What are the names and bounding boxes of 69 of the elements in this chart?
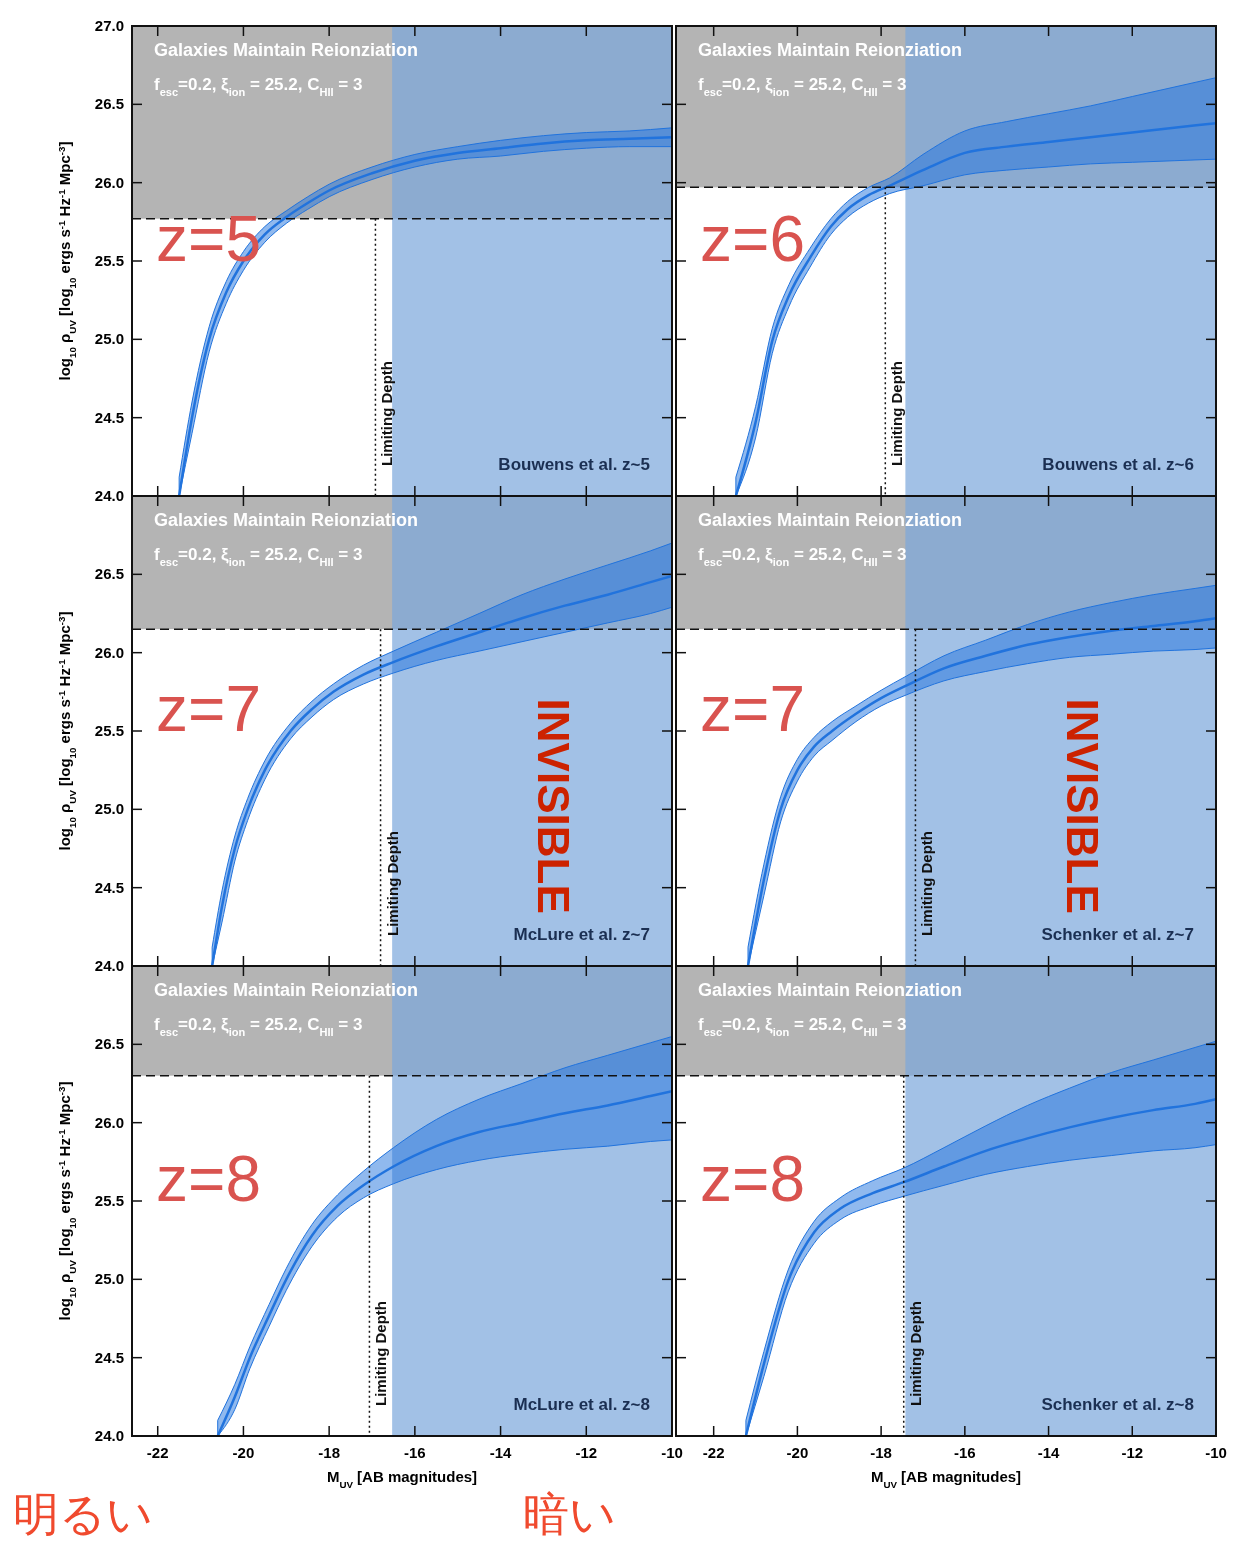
ref-line-label: Limiting Depth	[378, 361, 396, 466]
text: z=5	[156, 203, 261, 275]
annotation: f$_{esc}$=0.2, ξ$_{ion}$ = 25.2, C$_{HII}$ = 3	[154, 1015, 363, 1038]
annotation: Bouwens et al. z~6	[1042, 455, 1194, 474]
ref-line-label: Limiting Depth	[906, 1301, 924, 1406]
text: z=8	[156, 1143, 261, 1215]
y-tick-label: 25.5	[94, 252, 124, 269]
annotation: McLure et al. z~7	[513, 925, 650, 944]
x-tick-label: -14	[489, 1444, 513, 1461]
y-tick-label: 24.0	[94, 1427, 124, 1444]
x-axis-title: M$_{UV}$ [AB magnitudes]	[870, 1468, 1022, 1490]
x-tick-label: -22	[146, 1444, 169, 1461]
annotation: Bouwens et al. z~5	[498, 455, 650, 474]
x-tick-label: -14	[1037, 1444, 1061, 1461]
y-tick-label: 25.5	[94, 722, 124, 739]
x-tick-label: -16	[404, 1444, 426, 1461]
x-tick-label: -16	[953, 1444, 976, 1461]
text: 暗い	[523, 1488, 616, 1540]
annotation: f$_{esc}$=0.2, ξ$_{ion}$ = 25.2, C$_{HII}$ = 3	[698, 75, 907, 98]
annotation: Schenker et al. z~7	[1041, 925, 1194, 944]
x-tick-label: -12	[575, 1444, 598, 1461]
x-tick-label: -18	[318, 1444, 340, 1461]
band-label: INVISIBLE	[529, 698, 579, 914]
y-tick-label: 25.0	[94, 330, 124, 348]
y-tick-label: 26.0	[94, 643, 124, 661]
band-label: Galaxies Maintain Reionziation	[154, 40, 419, 60]
y-tick-label: 26.0	[94, 173, 124, 191]
annotation: f$_{esc}$=0.2, ξ$_{ion}$ = 25.2, C$_{HII}$ = 3	[154, 75, 363, 98]
text: z=8	[700, 1143, 805, 1215]
annotation: f$_{esc}$=0.2, ξ$_{ion}$ = 25.2, C$_{HII}$ = 3	[698, 1015, 907, 1038]
x-tick-label: -10	[1205, 1444, 1227, 1461]
annotation: f$_{esc}$=0.2, ξ$_{ion}$ = 25.2, C$_{HII}$ = 3	[698, 545, 907, 568]
annotation: f$_{esc}$=0.2, ξ$_{ion}$ = 25.2, C$_{HII}$ = 3	[154, 545, 363, 568]
text: z=7	[156, 673, 261, 745]
y-tick-label: 25.5	[94, 1192, 124, 1209]
band-label: Galaxies Maintain Reionziation	[154, 510, 419, 530]
y-tick-label: 27.0	[94, 17, 124, 34]
text: z=7	[700, 673, 805, 745]
y-tick-label: 26.5	[94, 565, 124, 583]
x-tick-label: -10	[661, 1444, 683, 1461]
text: z=6	[700, 203, 805, 275]
y-tick-label: 24.5	[94, 408, 124, 426]
band-label: Galaxies Maintain Reionziation	[698, 980, 963, 1000]
y-tick-label: 24.0	[94, 957, 124, 974]
y-tick-label: 24.5	[94, 1348, 124, 1366]
ref-line-label: Limiting Depth	[918, 831, 936, 936]
annotation: McLure et al. z~8	[513, 1395, 650, 1414]
ref-line-label: Limiting Depth	[888, 361, 906, 466]
x-tick-label: -18	[870, 1444, 892, 1461]
y-tick-label: 25.0	[94, 800, 124, 818]
x-tick-label: -20	[786, 1444, 809, 1461]
text: 明るい	[13, 1488, 153, 1540]
y-tick-label: 25.0	[94, 1270, 124, 1288]
y-tick-label: 26.5	[94, 95, 124, 113]
band-label: Galaxies Maintain Reionziation	[698, 510, 963, 530]
band-label: Galaxies Maintain Reionziation	[154, 980, 419, 1000]
y-tick-label: 26.0	[94, 1113, 124, 1131]
x-tick-label: -12	[1121, 1444, 1144, 1461]
y-tick-label: 26.5	[94, 1035, 124, 1053]
ref-line-label: Limiting Depth	[383, 831, 401, 936]
x-axis-title: M$_{UV}$ [AB magnitudes]	[326, 1468, 478, 1490]
band-label: INVISIBLE	[1057, 698, 1107, 914]
x-tick-label: -20	[232, 1444, 255, 1461]
y-tick-label: 24.0	[94, 487, 124, 504]
ref-line-label: Limiting Depth	[372, 1301, 390, 1406]
band-label: Galaxies Maintain Reionziation	[698, 40, 963, 60]
y-tick-label: 24.5	[94, 878, 124, 896]
x-tick-label: -22	[702, 1444, 725, 1461]
annotation: Schenker et al. z~8	[1041, 1395, 1194, 1414]
